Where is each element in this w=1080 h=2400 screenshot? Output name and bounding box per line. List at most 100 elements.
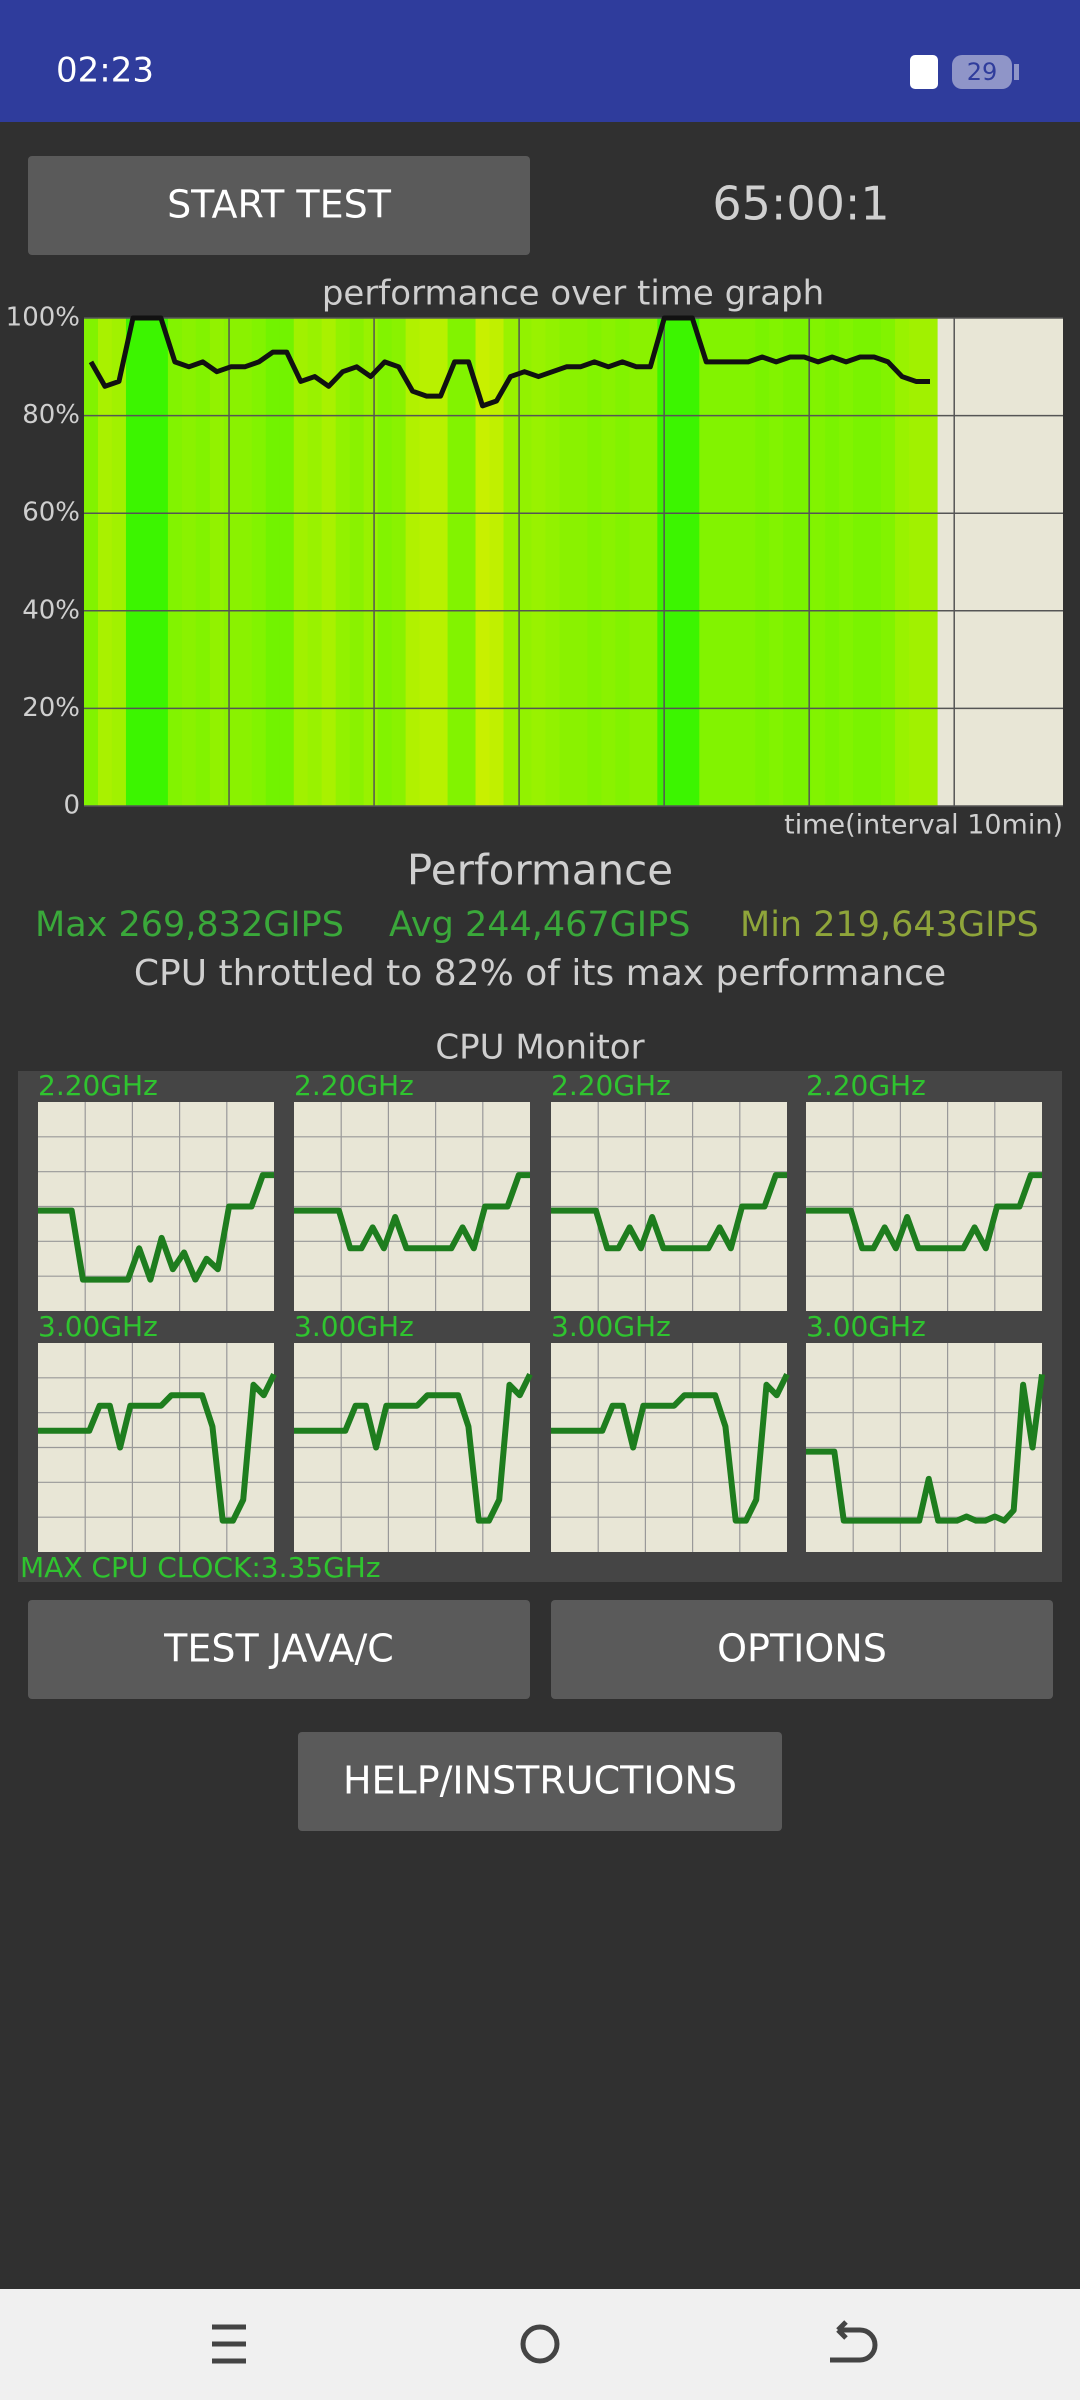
performance-stripe	[125, 318, 141, 806]
battery-level: 29	[967, 58, 998, 86]
core-line	[806, 1172, 1042, 1252]
cpu-monitor-title: CPU Monitor	[435, 1028, 644, 1068]
core-frequency: 2.20GHz	[38, 1069, 158, 1102]
home-button[interactable]	[520, 2324, 560, 2364]
performance-stripe	[97, 318, 113, 806]
performance-stripe	[377, 318, 393, 806]
performance-stripe	[713, 318, 728, 806]
performance-stripe	[181, 318, 197, 806]
status-bar	[0, 0, 1080, 122]
y-tick-label: 40%	[22, 595, 80, 625]
performance-stripe	[615, 318, 630, 806]
y-tick-label: 80%	[22, 400, 80, 430]
graph-title: performance over time graph	[322, 274, 824, 314]
core-line	[806, 1373, 1045, 1524]
performance-stripe	[741, 318, 756, 806]
core-frequency: 3.00GHz	[294, 1310, 414, 1343]
performance-stripe	[643, 318, 658, 806]
core-frequency: 2.20GHz	[806, 1069, 926, 1102]
performance-stripe	[405, 318, 421, 806]
performance-stripe	[265, 318, 281, 806]
options-button[interactable]	[551, 1600, 1053, 1699]
performance-stripe	[307, 318, 323, 806]
performance-stripe	[545, 318, 561, 806]
performance-stripe	[447, 318, 463, 806]
performance-stripe	[573, 318, 589, 806]
performance-stripe	[84, 318, 99, 806]
max-cpu-clock: MAX CPU CLOCK:3.35GHz	[20, 1551, 381, 1584]
performance-stripe	[237, 318, 253, 806]
clock: 02:23	[56, 51, 154, 91]
performance-stripe	[433, 318, 449, 806]
sim-icon	[910, 55, 938, 89]
performance-stripe	[475, 318, 491, 806]
core-line	[294, 1172, 530, 1252]
core-frequency: 2.20GHz	[294, 1069, 414, 1102]
start-button-label: START TEST	[167, 183, 392, 227]
core-frequency: 3.00GHz	[551, 1310, 671, 1343]
performance-stripe	[167, 318, 183, 806]
performance-stripe	[279, 318, 295, 806]
performance-stripe	[881, 318, 896, 806]
y-tick-label: 0	[63, 791, 80, 821]
core-frequency: 3.00GHz	[806, 1310, 926, 1343]
avg-stat: Avg 244,467GIPS	[389, 905, 690, 945]
back-button[interactable]	[830, 2320, 878, 2363]
performance-stripe	[559, 318, 575, 806]
performance-stripe	[111, 318, 127, 806]
core-frequency: 2.20GHz	[551, 1069, 671, 1102]
performance-stripe	[489, 318, 505, 806]
y-tick-label: 100%	[6, 303, 80, 333]
options-label: OPTIONS	[717, 1627, 887, 1671]
performance-line	[88, 315, 931, 409]
performance-stripe	[699, 318, 714, 806]
performance-stripe	[321, 318, 337, 806]
x-axis-label: time(interval 10min)	[784, 810, 1063, 841]
performance-stripe	[867, 318, 882, 806]
performance-stripe	[909, 318, 924, 806]
performance-graph: 0 20% 40% 60% 80% 100%	[6, 303, 1063, 821]
core-line	[551, 1172, 787, 1252]
performance-stripe	[755, 318, 770, 806]
battery-tip	[1014, 64, 1019, 80]
performance-stripe	[195, 318, 211, 806]
performance-stripe	[363, 318, 379, 806]
cpu-cores: 2.20GHz 2.20GHz 2.20GHz 2.20GHz 3.00GHz 3.00G…	[38, 1069, 1045, 1552]
y-tick-label: 60%	[22, 498, 80, 528]
test-java-button[interactable]	[28, 1600, 530, 1699]
help-button[interactable]	[298, 1732, 782, 1831]
performance-stripe	[853, 318, 868, 806]
performance-stripe	[587, 318, 602, 806]
performance-stripe	[797, 318, 812, 806]
performance-stripe	[727, 318, 742, 806]
performance-stripe	[461, 318, 477, 806]
performance-stripe	[839, 318, 854, 806]
core-line	[38, 1373, 277, 1524]
core-frequency: 3.00GHz	[38, 1310, 158, 1343]
core-line	[551, 1373, 790, 1524]
performance-stripe	[209, 318, 225, 806]
performance-stripe	[629, 318, 644, 806]
performance-stripe	[349, 318, 365, 806]
performance-stripe	[671, 318, 686, 806]
performance-stripe	[335, 318, 351, 806]
test-java-label: TEST JAVA/C	[163, 1627, 394, 1671]
performance-stripe	[601, 318, 616, 806]
max-stat: Max 269,832GIPS	[35, 905, 344, 945]
performance-stripe	[139, 318, 155, 806]
start-button[interactable]	[28, 156, 530, 255]
timer: 65:00:1	[712, 177, 889, 231]
performance-stripe	[223, 318, 239, 806]
performance-heading: Performance	[407, 846, 673, 895]
menu-button[interactable]	[212, 2324, 246, 2364]
performance-stripe	[531, 318, 547, 806]
performance-stripe	[419, 318, 435, 806]
battery-icon	[952, 55, 1012, 89]
performance-stripe	[517, 318, 533, 806]
core-line	[294, 1373, 533, 1524]
performance-stripe	[251, 318, 267, 806]
y-tick-label: 20%	[22, 693, 80, 723]
performance-stripe	[923, 318, 938, 806]
